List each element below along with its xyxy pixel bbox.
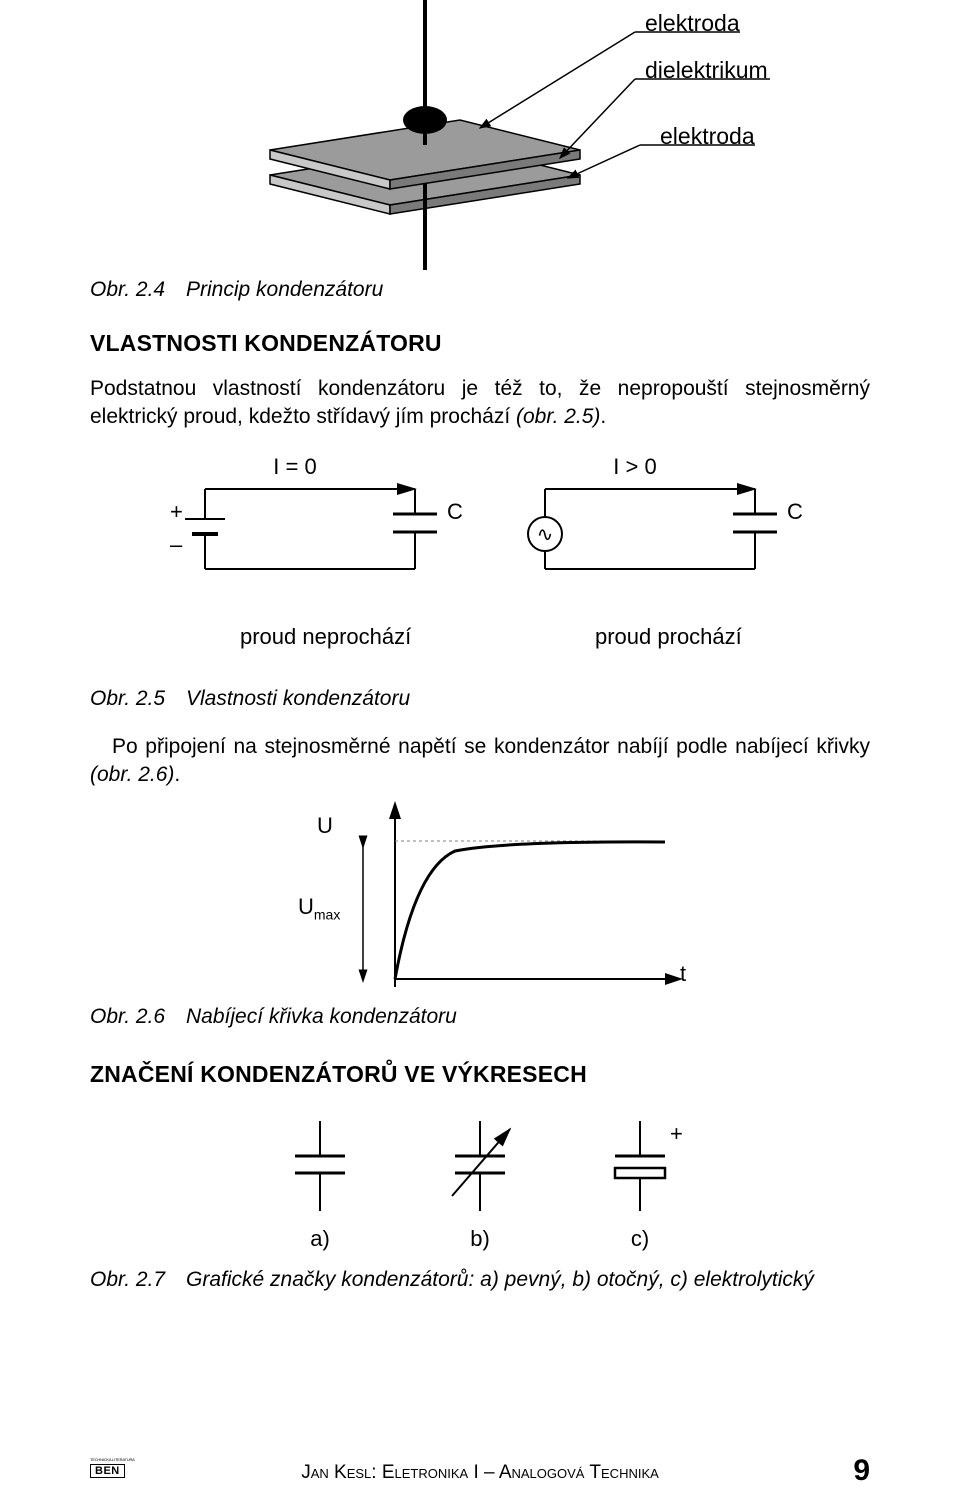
label-U: U <box>317 813 333 839</box>
svg-text:∿: ∿ <box>537 524 554 546</box>
fig4-number: Obr. 2.7 <box>90 1268 165 1291</box>
figure-charging-curve: U Umax t <box>90 799 870 999</box>
footer-book: : Eletronika I – Analogová Technika <box>371 1462 659 1483</box>
fig4-caption-row: Obr. 2.7 Grafické značky kondenzátorů: a… <box>90 1268 870 1292</box>
para1-text: Podstatnou vlastností kondenzátoru je té… <box>90 377 870 428</box>
c-right: C <box>787 499 803 524</box>
fig1-caption: Princip kondenzátoru <box>186 278 383 301</box>
label-prochazi: proud prochází <box>595 624 742 650</box>
footer-title: Jan Kesl: Eletronika I – Analogová Techn… <box>0 1462 960 1484</box>
circuits-svg: + – I = 0 C ∿ <box>90 444 870 619</box>
figure-symbols: a) b) + c) <box>90 1106 870 1266</box>
svg-text:+: + <box>170 499 183 524</box>
para1-end: . <box>600 405 606 428</box>
svg-text:–: – <box>170 532 183 557</box>
fig1-number: Obr. 2.4 <box>90 278 165 301</box>
fig2-caption: Vlastnosti kondenzátoru <box>186 687 410 710</box>
fig3-number: Obr. 2.6 <box>90 1005 165 1028</box>
para1-ref: (obr. 2.5) <box>516 405 600 428</box>
para2-text2: . <box>174 763 180 786</box>
i-gt-0: I > 0 <box>613 454 656 479</box>
fig2-number: Obr. 2.5 <box>90 687 165 710</box>
figure-circuits: + – I = 0 C ∿ <box>90 444 870 669</box>
label-Umax: Umax <box>298 894 340 922</box>
footer-author: Jan Kesl <box>301 1462 371 1483</box>
fig3-caption-row: Obr. 2.6 Nabíjecí křivka kondenzátoru <box>90 1005 870 1029</box>
fig1-caption-row: Obr. 2.4 Princip kondenzátoru <box>90 278 870 302</box>
para-charging: Po připojení na stejnosměrné napětí se k… <box>90 733 870 790</box>
label-elektroda-bottom: elektroda <box>660 123 755 150</box>
figure-capacitor-principle: elektroda dielektrikum elektroda <box>90 0 870 270</box>
heading-znaceni: ZNAČENÍ KONDENZÁTORŮ VE VÝKRESECH <box>90 1061 870 1088</box>
label-elektroda-top: elektroda <box>645 10 740 37</box>
heading-vlastnosti: VLASTNOSTI KONDENZÁTORU <box>90 330 870 357</box>
c-left: C <box>447 499 463 524</box>
para2-text1: Po připojení na stejnosměrné napětí se k… <box>112 735 870 758</box>
symbol-c-plus: + <box>670 1121 683 1146</box>
symbol-b-label: b) <box>470 1226 490 1251</box>
i-equals-0: I = 0 <box>273 454 316 479</box>
label-dielektrikum: dielektrikum <box>645 57 768 84</box>
symbols-svg: a) b) + c) <box>90 1106 870 1266</box>
label-neprochazi: proud neprochází <box>240 624 411 650</box>
fig3-caption: Nabíjecí křivka kondenzátoru <box>186 1005 457 1028</box>
footer-page: 9 <box>853 1454 870 1488</box>
fig4-caption: Grafické značky kondenzátorů: a) pevný, … <box>186 1268 814 1291</box>
fig2-caption-row: Obr. 2.5 Vlastnosti kondenzátoru <box>90 687 870 711</box>
symbol-a-label: a) <box>310 1226 330 1251</box>
charging-curve-svg <box>90 799 870 999</box>
label-t: t <box>680 961 686 987</box>
symbol-c-label: c) <box>631 1226 649 1251</box>
para2-ref: (obr. 2.6) <box>90 763 174 786</box>
para-vlastnosti: Podstatnou vlastností kondenzátoru je té… <box>90 375 870 432</box>
